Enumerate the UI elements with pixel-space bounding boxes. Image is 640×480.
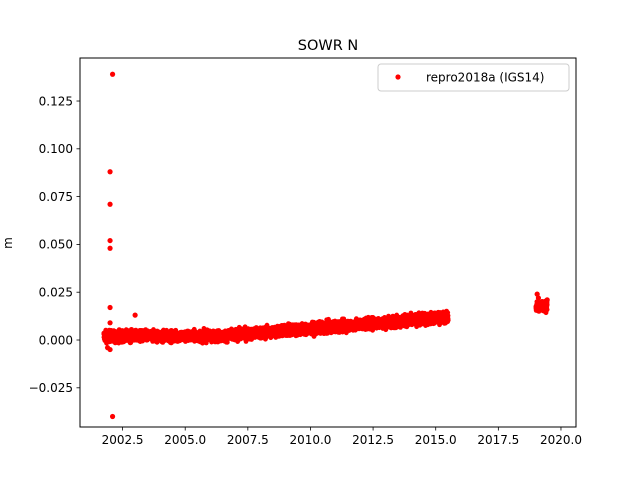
data-point (224, 339, 230, 345)
y-axis-label: m (1, 237, 15, 249)
plot-area (101, 71, 550, 420)
data-points (101, 71, 550, 420)
chart-title: SOWR N (298, 38, 359, 54)
